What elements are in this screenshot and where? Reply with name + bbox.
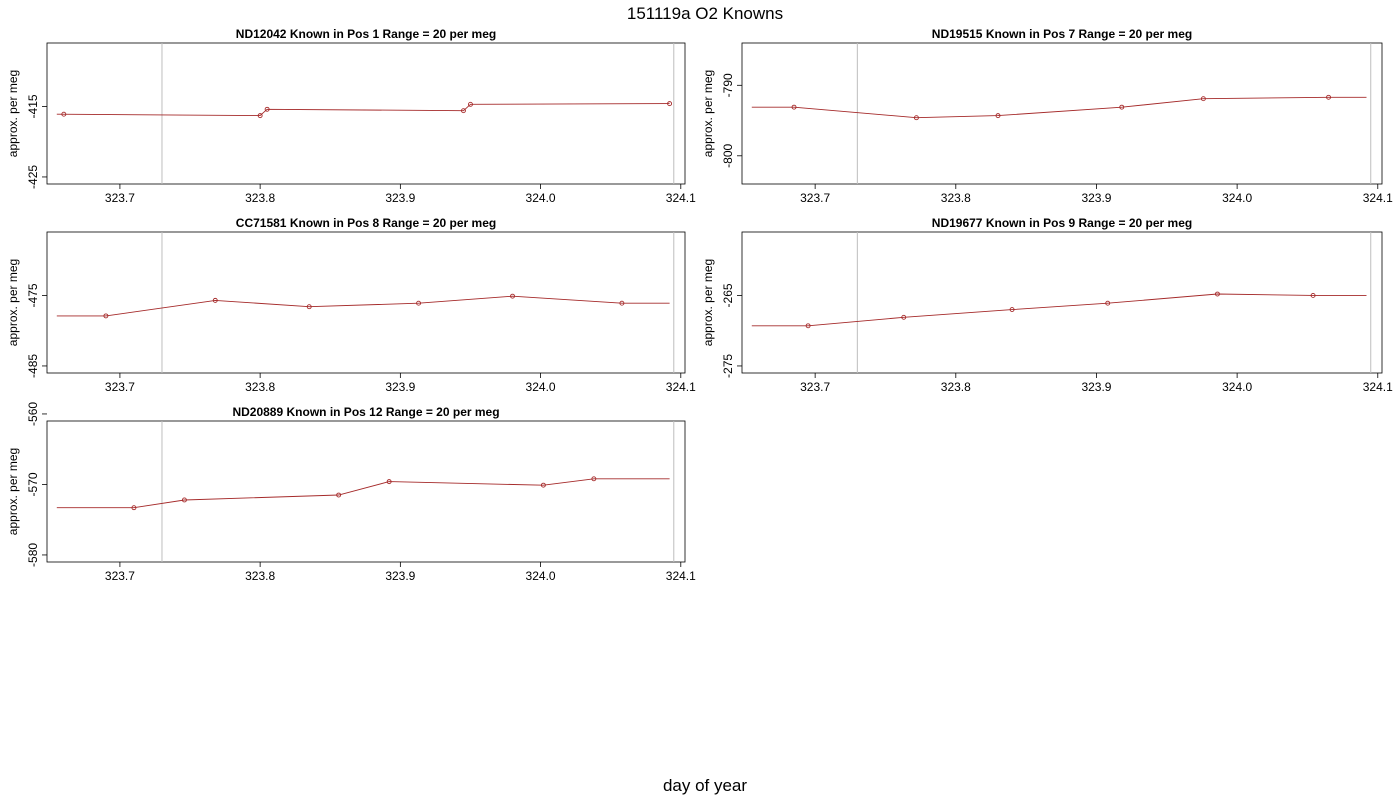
data-point bbox=[181, 497, 187, 503]
data-point bbox=[540, 482, 546, 488]
panel-3: CC71581 Known in Pos 8 Range = 20 per me… bbox=[6, 216, 696, 394]
data-point bbox=[1200, 96, 1206, 102]
x-tick-label: 323.8 bbox=[941, 191, 971, 205]
y-tick-label: -415 bbox=[26, 94, 40, 118]
plot-frame bbox=[46, 42, 686, 185]
y-tick-label: -560 bbox=[26, 402, 40, 426]
series-line bbox=[751, 96, 1367, 119]
x-tick-label: 323.8 bbox=[245, 569, 275, 583]
panel-5: ND20889 Known in Pos 12 Range = 20 per m… bbox=[6, 402, 696, 583]
y-axis-label: approx. per meg bbox=[6, 259, 20, 346]
panel-2: ND19515 Known in Pos 7 Range = 20 per me… bbox=[701, 27, 1393, 205]
plot-frame bbox=[741, 42, 1383, 185]
data-point bbox=[1119, 104, 1125, 110]
x-tick-label: 323.7 bbox=[105, 191, 135, 205]
data-point bbox=[791, 104, 797, 110]
x-tick-label: 323.9 bbox=[385, 569, 415, 583]
x-tick-label: 324.0 bbox=[1222, 191, 1252, 205]
y-axis-label: approx. per meg bbox=[701, 70, 715, 157]
data-point bbox=[901, 314, 907, 320]
data-point bbox=[1214, 291, 1220, 297]
panels: ND12042 Known in Pos 1 Range = 20 per me… bbox=[6, 27, 1393, 583]
x-tick-label: 323.9 bbox=[385, 191, 415, 205]
x-tick-label: 323.8 bbox=[941, 380, 971, 394]
data-point bbox=[103, 313, 109, 319]
data-point bbox=[61, 111, 67, 117]
x-tick-label: 323.8 bbox=[245, 191, 275, 205]
panel-1: ND12042 Known in Pos 1 Range = 20 per me… bbox=[6, 27, 696, 205]
x-tick-label: 323.7 bbox=[800, 380, 830, 394]
data-point bbox=[306, 304, 312, 310]
x-tick-label: 323.7 bbox=[105, 380, 135, 394]
data-point bbox=[913, 115, 919, 121]
data-point bbox=[264, 106, 270, 112]
data-point bbox=[336, 492, 342, 498]
data-point bbox=[468, 101, 473, 107]
x-tick-label: 324.0 bbox=[526, 380, 556, 394]
y-tick-label: -265 bbox=[721, 283, 735, 307]
x-tick-label: 324.1 bbox=[1363, 380, 1393, 394]
x-tick-label: 324.1 bbox=[1363, 191, 1393, 205]
x-tick-label: 324.0 bbox=[1222, 380, 1252, 394]
data-point bbox=[212, 297, 218, 303]
data-point bbox=[619, 300, 625, 306]
data-point bbox=[667, 101, 673, 107]
data-point bbox=[461, 108, 466, 114]
plot-frame bbox=[46, 231, 686, 374]
data-point bbox=[386, 479, 392, 485]
x-tick-label: 323.7 bbox=[105, 569, 135, 583]
series-line bbox=[56, 478, 670, 509]
series-line bbox=[56, 103, 670, 117]
y-tick-label: -485 bbox=[26, 354, 40, 378]
x-tick-label: 324.1 bbox=[666, 380, 696, 394]
y-tick-label: -425 bbox=[26, 165, 40, 189]
y-tick-label: -475 bbox=[26, 283, 40, 307]
x-tick-label: 324.0 bbox=[526, 191, 556, 205]
panel-title: ND20889 Known in Pos 12 Range = 20 per m… bbox=[232, 405, 499, 419]
x-tick-label: 324.1 bbox=[666, 191, 696, 205]
data-point bbox=[995, 113, 1001, 119]
panel-title: ND19515 Known in Pos 7 Range = 20 per me… bbox=[932, 27, 1192, 41]
panel-title: CC71581 Known in Pos 8 Range = 20 per me… bbox=[236, 216, 496, 230]
y-tick-label: -790 bbox=[721, 73, 735, 97]
data-point bbox=[257, 113, 263, 119]
y-axis-label: approx. per meg bbox=[701, 259, 715, 346]
x-tick-label: 323.9 bbox=[1081, 380, 1111, 394]
x-tick-label: 324.1 bbox=[666, 569, 696, 583]
data-point bbox=[416, 300, 422, 306]
data-point bbox=[1326, 94, 1331, 100]
y-tick-label: -800 bbox=[721, 143, 735, 167]
y-tick-label: -580 bbox=[26, 543, 40, 567]
y-axis-label: approx. per meg bbox=[6, 448, 20, 535]
x-tick-label: 323.8 bbox=[245, 380, 275, 394]
x-tick-label: 323.7 bbox=[800, 191, 830, 205]
series-line bbox=[751, 293, 1367, 327]
y-axis-label: approx. per meg bbox=[6, 70, 20, 157]
x-tick-label: 324.0 bbox=[526, 569, 556, 583]
data-point bbox=[805, 323, 811, 329]
plot-frame bbox=[46, 420, 686, 563]
panel-title: ND12042 Known in Pos 1 Range = 20 per me… bbox=[236, 27, 496, 41]
series-line bbox=[56, 295, 670, 317]
figure-title: 151119a O2 Knowns bbox=[627, 4, 783, 23]
data-point bbox=[591, 476, 597, 482]
x-tick-label: 323.9 bbox=[385, 380, 415, 394]
panel-title: ND19677 Known in Pos 9 Range = 20 per me… bbox=[932, 216, 1192, 230]
plot-frame bbox=[741, 231, 1383, 374]
y-tick-label: -275 bbox=[721, 354, 735, 378]
x-tick-label: 323.9 bbox=[1081, 191, 1111, 205]
y-tick-label: -570 bbox=[26, 472, 40, 496]
data-point bbox=[1009, 307, 1015, 312]
data-point bbox=[1105, 300, 1111, 306]
data-point bbox=[510, 293, 515, 299]
data-point bbox=[1310, 293, 1316, 298]
panel-4: ND19677 Known in Pos 9 Range = 20 per me… bbox=[701, 216, 1393, 394]
x-axis-title: day of year bbox=[663, 776, 747, 795]
data-point bbox=[131, 505, 137, 511]
